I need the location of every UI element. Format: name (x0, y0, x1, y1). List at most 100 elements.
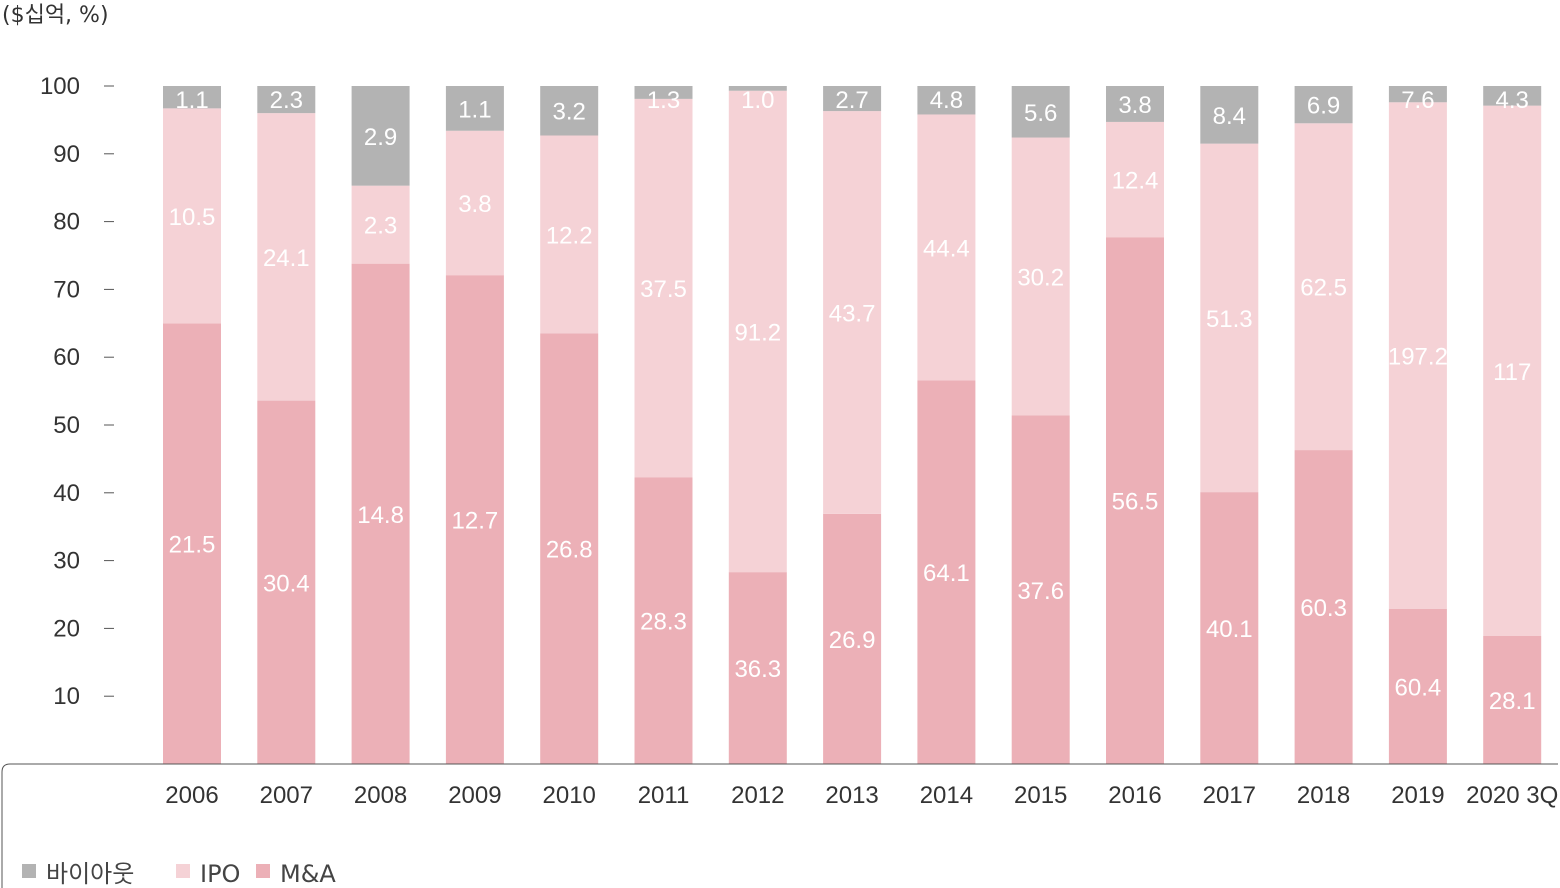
data-label: 1.1 (175, 87, 208, 114)
x-tick-label: 2020 3Q (1466, 782, 1558, 809)
data-label: 24.1 (263, 245, 310, 272)
legend-swatch (256, 864, 270, 878)
bar-segment (1200, 86, 1259, 144)
x-tick-label: 2019 (1391, 782, 1444, 809)
data-label: 2.3 (364, 213, 397, 240)
data-label: 7.6 (1401, 87, 1434, 114)
bar-segment (445, 275, 504, 764)
data-label: 60.4 (1395, 674, 1442, 701)
bar-segment (1106, 237, 1164, 765)
data-label: 197.2 (1388, 344, 1448, 371)
y-tick-label: 40 (53, 480, 80, 507)
y-tick-label: 50 (53, 412, 80, 439)
bar-segment (1483, 86, 1542, 106)
bar-segment (1294, 86, 1353, 124)
x-tick-label: 2011 (638, 782, 690, 809)
legend-label: IPO (200, 860, 240, 888)
data-label: 36.3 (734, 656, 781, 683)
data-label: 5.6 (1024, 100, 1057, 127)
data-label: 37.6 (1017, 578, 1064, 605)
data-label: 51.3 (1206, 306, 1253, 333)
bar-segment (1294, 123, 1353, 451)
bar-segment (445, 86, 504, 131)
x-tick-label: 2008 (354, 782, 407, 809)
data-label: 28.3 (640, 609, 687, 636)
data-label: 26.8 (546, 537, 593, 564)
data-label: 14.8 (357, 502, 404, 529)
y-tick-label: 60 (53, 344, 80, 371)
data-label: 43.7 (829, 300, 876, 327)
bar-segment (540, 86, 599, 136)
data-label: 4.8 (930, 87, 963, 114)
data-label: 37.5 (640, 276, 687, 303)
bar-segment (351, 185, 410, 264)
x-tick-label: 2006 (165, 782, 218, 809)
legend-label: 바이아웃 (46, 860, 134, 888)
x-tick-label: 2010 (543, 782, 596, 809)
bar-segment (1200, 492, 1259, 764)
bar-segment (823, 111, 882, 514)
legend: 바이아웃 IPO M&A (22, 860, 336, 888)
data-label: 40.1 (1206, 616, 1253, 643)
data-label: 3.8 (458, 191, 491, 218)
y-tick-label: 100 (40, 73, 80, 100)
y-tick-label: 30 (53, 548, 80, 575)
data-label: 2.7 (835, 87, 868, 114)
y-tick-label: 80 (53, 209, 80, 236)
y-tick-label: 90 (53, 141, 80, 168)
data-label: 8.4 (1213, 103, 1246, 130)
data-label: 1.0 (741, 87, 774, 114)
x-tick-label: 2018 (1297, 782, 1350, 809)
bar-segment (634, 98, 693, 478)
bar-segment (917, 86, 976, 115)
bar-segment (445, 130, 504, 276)
bar-segment (257, 400, 316, 764)
x-tick-label: 2017 (1203, 782, 1256, 809)
legend-swatch (22, 864, 36, 878)
bar-segment (257, 86, 316, 114)
bar-segment (728, 572, 787, 764)
legend-swatch (176, 864, 190, 878)
data-label: 1.3 (647, 87, 680, 114)
bar-segment (1106, 121, 1164, 238)
bar-segment (163, 108, 221, 324)
bar-segment (1011, 415, 1070, 764)
bar-segment (1483, 635, 1542, 764)
legend-label: M&A (280, 860, 336, 888)
x-tick-label: 2007 (260, 782, 313, 809)
data-label: 2.3 (270, 87, 303, 114)
data-label: 3.2 (553, 99, 586, 126)
bar-segment (823, 513, 882, 764)
data-label: 91.2 (734, 319, 781, 346)
bar-segment (540, 135, 599, 334)
bar-segment (1388, 102, 1447, 609)
x-tick-label: 2009 (448, 782, 501, 809)
bar-segment (540, 333, 599, 764)
bar-segment (1011, 86, 1070, 138)
bar-segment (634, 86, 693, 99)
x-tick-label: 2015 (1014, 782, 1067, 809)
data-label: 26.9 (829, 627, 876, 654)
data-label: 60.3 (1300, 595, 1347, 622)
bar-segment (1106, 86, 1164, 122)
bars: 21.5 10.5 1.1 30.4 24.1 2.3 14.8 2.3 2.9 12.7 3.8 1… (163, 86, 1542, 765)
data-label: 21.5 (169, 532, 216, 559)
bar-segment (1483, 105, 1542, 636)
data-label: 12.7 (452, 508, 499, 535)
data-label: 62.5 (1300, 275, 1347, 302)
data-label: 30.4 (263, 570, 310, 597)
y-axis: 10 20 30 40 50 60 70 80 90 100 (40, 73, 114, 710)
bar-segment (728, 86, 787, 91)
bar-segment (351, 86, 410, 186)
x-tick-label: 2012 (731, 782, 784, 809)
data-label: 12.4 (1112, 168, 1159, 195)
data-label: 10.5 (169, 204, 216, 231)
unit-label: ($십억, %) (2, 3, 109, 28)
bar-segment (1294, 450, 1353, 764)
bar-segment (163, 86, 221, 109)
bar-segment (917, 380, 976, 764)
y-tick-label: 70 (53, 276, 80, 303)
bar-segment (351, 263, 410, 764)
bar-segment (163, 323, 221, 764)
